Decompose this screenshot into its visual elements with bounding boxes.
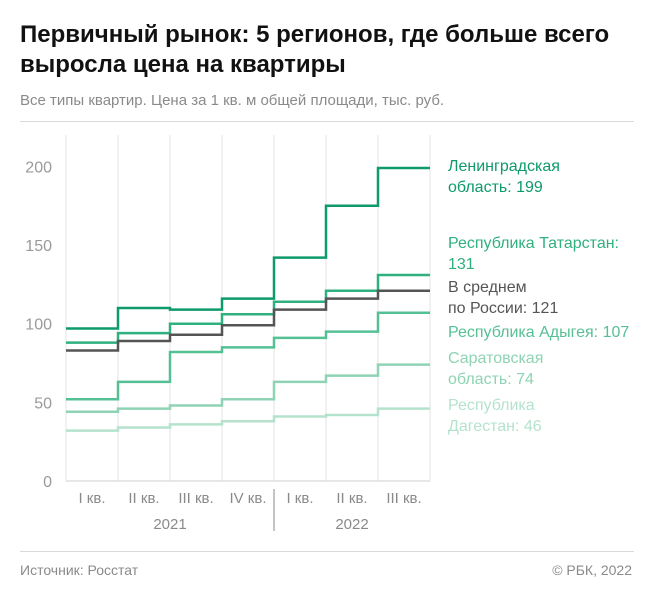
x-tick-label: II кв. xyxy=(128,490,159,507)
year-label: 2022 xyxy=(335,516,368,533)
series-label: Саратовская область: 74 xyxy=(448,350,543,388)
y-tick-label: 100 xyxy=(25,317,52,334)
x-tick-label: II кв. xyxy=(336,490,367,507)
y-tick-label: 200 xyxy=(25,159,52,176)
x-tick-label: IV кв. xyxy=(229,490,266,507)
year-label: 2021 xyxy=(153,516,186,533)
series-labels: Ленинградская область: 199 Республика Тата… xyxy=(448,158,629,435)
series-line xyxy=(66,363,430,414)
series-label: Республика Татарстан: 131 xyxy=(448,235,619,273)
source-note: Источник: Росстат xyxy=(20,562,139,578)
x-tick-label: I кв. xyxy=(286,490,313,507)
top-divider xyxy=(20,121,634,122)
series-label: Республика Адыгея: 107 xyxy=(448,324,629,341)
series-line xyxy=(66,273,430,344)
x-tick-label: III кв. xyxy=(178,490,213,507)
x-axis-labels: I кв. II кв. III кв. IV кв. I кв. II кв. III к… xyxy=(78,489,422,533)
y-axis-ticks: 0 50 100 150 200 xyxy=(25,159,52,491)
series-line xyxy=(66,289,430,352)
series-label: Ленинградская область: 199 xyxy=(448,158,560,196)
series-line xyxy=(66,311,430,401)
y-tick-label: 50 xyxy=(34,395,52,412)
series-lines xyxy=(66,166,430,432)
y-tick-label: 150 xyxy=(25,238,52,255)
chart-subtitle: Все типы квартир. Цена за 1 кв. м общей … xyxy=(20,92,445,109)
series-line xyxy=(66,407,430,432)
series-label: Республика Дагестан: 46 xyxy=(448,397,542,435)
y-tick-label: 0 xyxy=(43,474,52,491)
copyright-note: © РБК, 2022 xyxy=(552,562,632,578)
x-tick-label: I кв. xyxy=(78,490,105,507)
bottom-divider xyxy=(20,551,634,552)
chart-title: Первичный рынок: 5 регионов, где больше … xyxy=(20,21,610,78)
series-label: В среднем по России: 121 xyxy=(448,279,558,317)
x-tick-label: III кв. xyxy=(386,490,421,507)
series-line xyxy=(66,166,430,330)
